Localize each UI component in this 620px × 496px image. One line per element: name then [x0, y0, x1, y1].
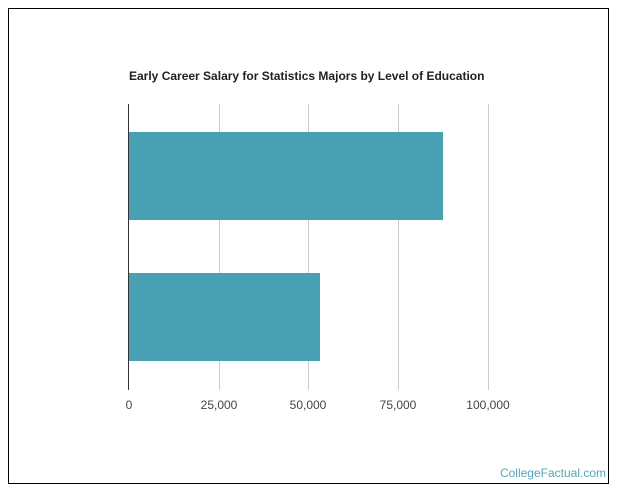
gridline-75000 [398, 104, 399, 390]
gridline-25000 [219, 104, 220, 390]
chart-title: Early Career Salary for Statistics Major… [129, 69, 485, 83]
gridline-50000 [308, 104, 309, 390]
gridline-100000 [488, 104, 489, 390]
x-tick: 100,000 [466, 398, 510, 412]
source-credit-link[interactable]: CollegeFactual.com [499, 466, 606, 480]
x-tick: 75,000 [379, 398, 417, 412]
x-tick: 25,000 [200, 398, 238, 412]
x-tick: 0 [125, 398, 133, 412]
bar-2 [129, 273, 320, 361]
bar-1 [129, 132, 444, 220]
y-axis-line [128, 104, 129, 390]
x-tick: 50,000 [289, 398, 327, 412]
